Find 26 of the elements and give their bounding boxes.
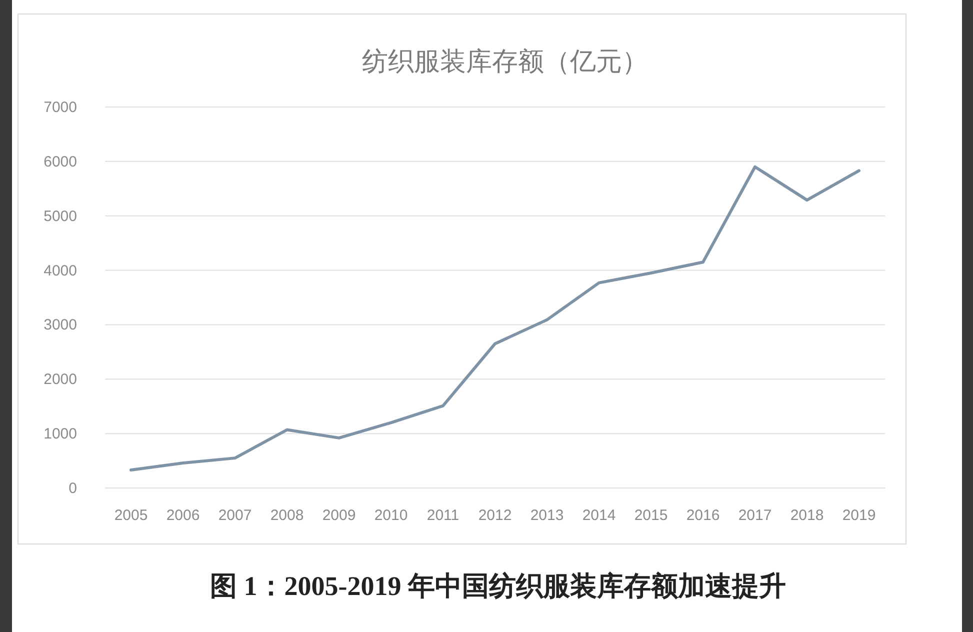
- x-tick-label: 2005: [114, 507, 148, 524]
- y-tick-label: 4000: [44, 262, 77, 280]
- y-tick-label: 0: [68, 480, 77, 497]
- x-tick-label: 2016: [686, 507, 720, 524]
- x-tick-label: 2007: [218, 507, 252, 524]
- y-tick-label: 7000: [44, 99, 77, 116]
- y-tick-label: 6000: [44, 153, 77, 170]
- x-tick-label: 2006: [166, 507, 200, 524]
- x-tick-label: 2018: [790, 507, 824, 524]
- x-tick-label: 2014: [582, 507, 616, 524]
- caption: 图 1：2005-2019 年中国纺织服装库存额加速提升: [210, 571, 786, 601]
- x-tick-label: 2015: [634, 507, 668, 524]
- x-tick-label: 2008: [270, 507, 304, 524]
- chart-title: 纺织服装库存额（亿元）: [362, 46, 648, 76]
- y-tick-label: 5000: [44, 208, 77, 225]
- x-tick-label: 2010: [374, 507, 408, 524]
- x-tick-label: 2009: [322, 507, 356, 524]
- line-series: [130, 165, 860, 472]
- y-tick-label: 2000: [44, 371, 77, 388]
- x-tick-label: 2011: [426, 507, 460, 524]
- x-tick-label: 2013: [530, 507, 564, 524]
- x-tick-label: 2012: [478, 507, 512, 524]
- x-tick-label: 2019: [842, 507, 876, 524]
- y-tick-label: 3000: [44, 316, 77, 334]
- x-tick-label: 2017: [738, 507, 772, 524]
- y-tick-label: 1000: [44, 426, 77, 443]
